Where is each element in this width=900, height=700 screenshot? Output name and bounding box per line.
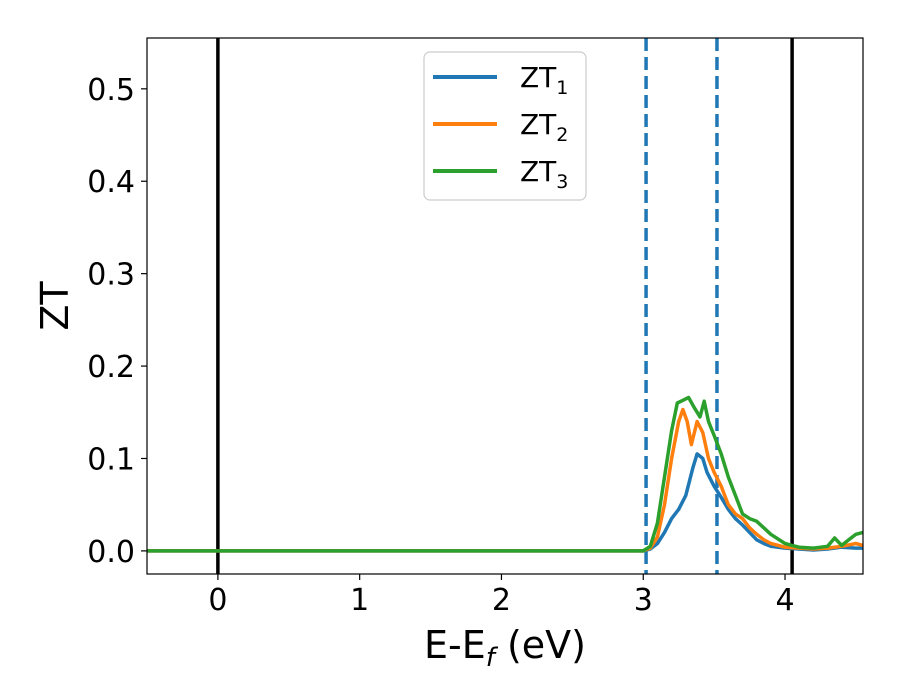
y-tick-label: 0.5 (87, 73, 135, 108)
series-layer (147, 395, 863, 553)
plot-frame (146, 37, 864, 575)
y-tick-label: 0.3 (87, 258, 135, 293)
x-tick-label: 3 (634, 583, 653, 618)
y-tick-label: 0.4 (87, 165, 135, 200)
x-tick-label: 2 (492, 583, 511, 618)
legend-label-zt1: ZT1 (520, 61, 568, 99)
legend: ZT1 ZT2 ZT3 (423, 51, 587, 201)
series-line-zt3 (147, 395, 863, 553)
y-axis: 0.0 0.1 0.2 0.3 0.4 0.5 (87, 73, 147, 570)
legend-label-zt3: ZT3 (520, 155, 568, 193)
y-tick-label: 0.0 (87, 535, 135, 570)
x-axis: 0 1 2 3 4 (208, 574, 795, 618)
x-axis-label: E-Ef (eV) (424, 623, 586, 673)
x-tick-label: 1 (350, 583, 369, 618)
y-tick-label: 0.1 (87, 442, 135, 477)
x-tick-label: 4 (775, 583, 794, 618)
y-axis-label: ZT (33, 281, 77, 331)
reference-lines (216, 38, 794, 574)
legend-box (423, 51, 587, 201)
x-axis-label-unit: (eV) (495, 623, 586, 667)
legend-label-zt2: ZT2 (520, 108, 568, 146)
y-tick-label: 0.2 (87, 350, 135, 385)
x-tick-label: 0 (208, 583, 227, 618)
